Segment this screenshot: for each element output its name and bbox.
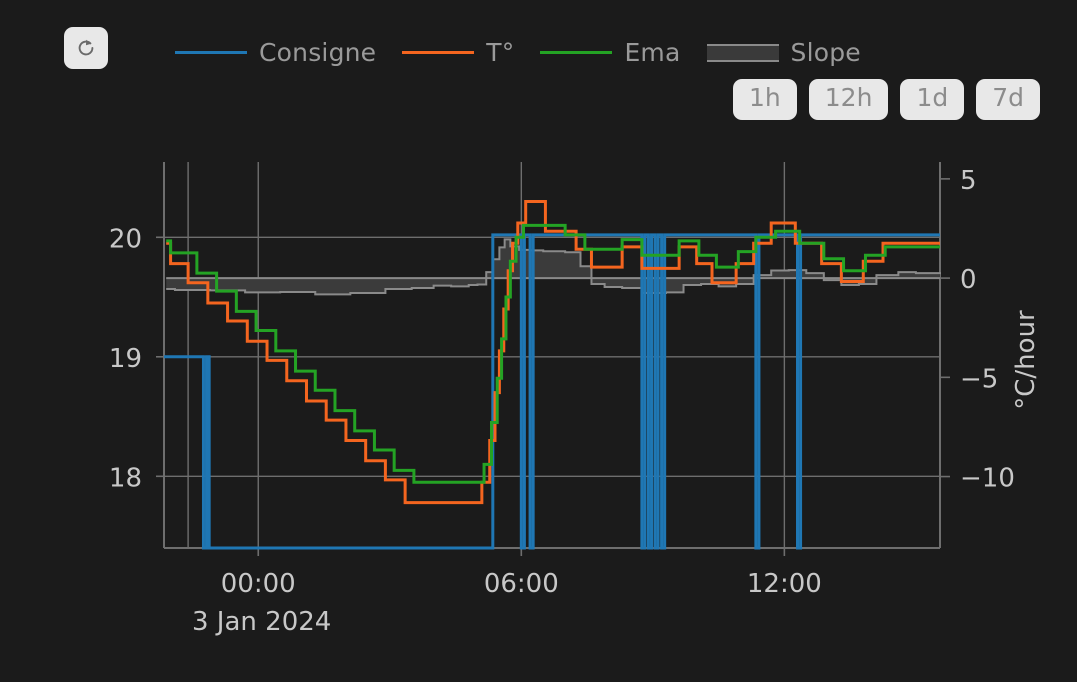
slope-band-line xyxy=(166,238,941,296)
y-axis-left-tick: 19 xyxy=(109,344,142,374)
x-axis-tick: 12:00 xyxy=(747,569,822,599)
x-axis-tick: 00:00 xyxy=(221,569,296,599)
y-axis-right-tick: 0 xyxy=(960,265,977,295)
legend-item-temperature[interactable]: T° xyxy=(402,38,514,67)
y-axis-left-tick: 20 xyxy=(109,224,142,254)
y-axis-right-tick: 5 xyxy=(960,166,977,196)
legend-label-consigne: Consigne xyxy=(259,38,377,67)
series-line-consigne xyxy=(164,233,940,550)
chart-legend: Consigne T° Ema Slope xyxy=(175,38,887,67)
y-axis-right-tick: −10 xyxy=(960,464,1015,494)
refresh-icon xyxy=(75,37,97,59)
legend-swatch-consigne xyxy=(175,51,247,54)
legend-swatch-temperature xyxy=(402,51,475,54)
y-axis-right-tick: −5 xyxy=(960,364,998,394)
x-axis-date-label: 3 Jan 2024 xyxy=(192,607,331,637)
legend-label-ema: Ema xyxy=(624,38,681,67)
y-axis-right-title: °C/hour xyxy=(1011,310,1041,410)
legend-item-ema[interactable]: Ema xyxy=(540,38,680,67)
legend-item-slope[interactable]: Slope xyxy=(706,38,861,67)
slope-band-fill xyxy=(166,239,941,295)
range-button-12h[interactable]: 12h xyxy=(808,79,889,121)
range-button-7d[interactable]: 7d xyxy=(976,79,1040,121)
legend-label-temperature: T° xyxy=(486,38,515,67)
range-selector: 1h 12h 1d 7d xyxy=(733,79,1040,121)
refresh-button[interactable] xyxy=(64,27,108,69)
y-axis-left-tick: 18 xyxy=(109,463,142,493)
range-button-1d[interactable]: 1d xyxy=(900,79,965,121)
legend-item-consigne[interactable]: Consigne xyxy=(175,38,376,67)
x-axis-tick: 06:00 xyxy=(484,569,559,599)
legend-swatch-ema xyxy=(540,51,613,54)
range-button-1h[interactable]: 1h xyxy=(733,79,797,121)
legend-swatch-slope xyxy=(706,43,779,62)
legend-label-slope: Slope xyxy=(790,38,861,67)
series-line-ema xyxy=(166,223,940,484)
